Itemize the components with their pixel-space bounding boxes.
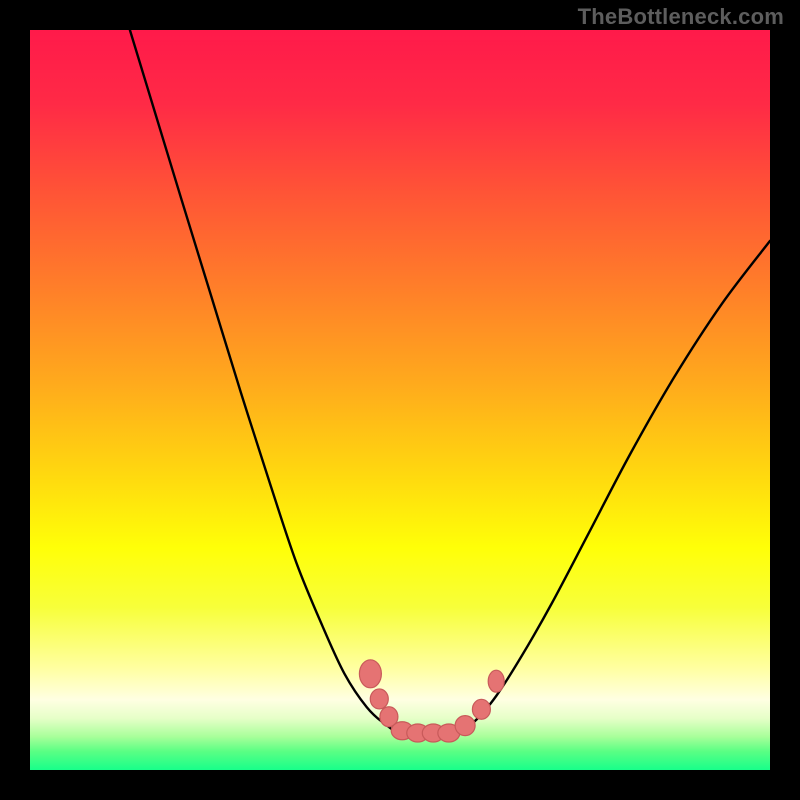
curve-marker [455,716,475,736]
chart-container: TheBottleneck.com [0,0,800,800]
curve-marker [488,670,504,692]
bottleneck-chart [0,0,800,800]
plot-area [30,30,770,770]
curve-marker [359,660,381,688]
curve-marker [370,689,388,709]
curve-marker [472,699,490,719]
watermark-label: TheBottleneck.com [578,4,784,30]
